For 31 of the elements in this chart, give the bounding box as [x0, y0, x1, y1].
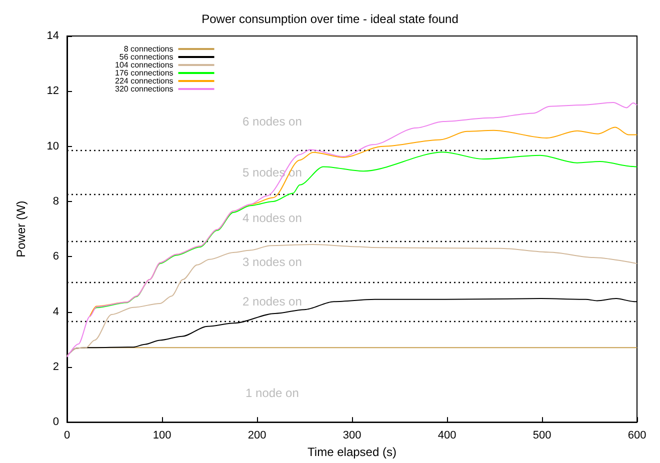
- annotation: 2 nodes on: [242, 294, 302, 309]
- y-tick-label: 14: [46, 30, 59, 42]
- x-tick-label: 400: [438, 430, 456, 442]
- legend-label: 320 connections: [115, 84, 174, 94]
- y-tick-label: 6: [52, 250, 59, 263]
- chart-title: Power consumption over time - ideal state found: [202, 12, 458, 26]
- x-tick-label: 300: [342, 430, 362, 442]
- x-tick-label: 600: [628, 430, 646, 442]
- annotation: 6 nodes on: [242, 114, 302, 128]
- y-tick-label: 10: [46, 140, 59, 152]
- legend-label: 176 connections: [115, 68, 174, 78]
- y-tick-label: 12: [46, 85, 59, 98]
- annotation: 1 node on: [246, 386, 299, 400]
- y-tick-label: 8: [52, 195, 59, 208]
- legend-label: 56 connections: [119, 52, 174, 62]
- x-tick-label: 500: [532, 430, 552, 442]
- x-tick-label: 200: [248, 430, 266, 442]
- x-tick-label: 0: [64, 430, 70, 442]
- x-axis-title: Time elapsed (s): [308, 445, 396, 459]
- y-tick-label: 4: [52, 306, 59, 318]
- annotation: 4 nodes on: [242, 211, 302, 226]
- legend-label: 8 connections: [124, 44, 174, 54]
- y-tick-label: 0: [52, 416, 59, 428]
- y-tick-label: 2: [52, 360, 59, 373]
- line-series: [66, 102, 638, 358]
- x-tick-label: 100: [152, 430, 172, 442]
- y-axis-title: Power (W): [14, 200, 28, 258]
- legend-label: 104 connections: [115, 60, 174, 70]
- line-series: [66, 244, 638, 356]
- annotation: 3 nodes on: [242, 254, 302, 269]
- legend-label: 224 connections: [115, 76, 174, 86]
